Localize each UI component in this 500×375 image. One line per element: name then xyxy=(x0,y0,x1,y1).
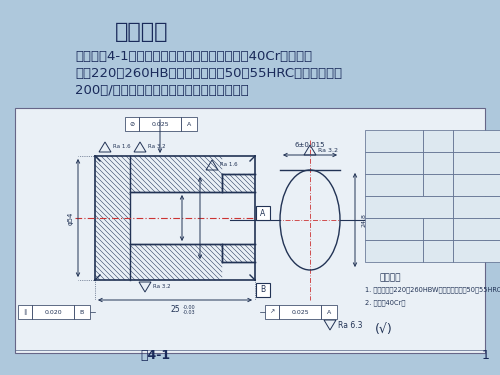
Bar xyxy=(74,305,90,319)
Text: Ra 6.3: Ra 6.3 xyxy=(338,321,362,330)
Text: 6±0.015: 6±0.015 xyxy=(295,142,325,148)
Text: 0: 0 xyxy=(191,220,196,224)
Bar xyxy=(130,192,255,244)
Text: B: B xyxy=(260,285,266,294)
Text: 24.8: 24.8 xyxy=(362,213,367,227)
Text: A: A xyxy=(260,209,266,218)
Bar xyxy=(453,174,500,196)
Bar xyxy=(423,174,453,196)
Text: -0.135: -0.135 xyxy=(487,246,500,250)
Text: m: m xyxy=(434,136,442,146)
Text: ⊘: ⊘ xyxy=(130,122,134,126)
Text: z: z xyxy=(436,159,440,168)
Text: Ra 3.2: Ra 3.2 xyxy=(153,285,170,290)
Bar xyxy=(453,218,500,240)
Text: φ54: φ54 xyxy=(68,211,74,225)
Text: +0.1: +0.1 xyxy=(368,206,373,218)
Text: 图4-1: 图4-1 xyxy=(140,349,170,362)
Text: 0.020: 0.020 xyxy=(44,309,62,315)
Text: 3: 3 xyxy=(476,136,482,146)
Text: 25: 25 xyxy=(170,305,180,314)
Bar xyxy=(181,117,197,131)
Text: -0.074: -0.074 xyxy=(209,214,214,230)
Bar xyxy=(279,305,321,319)
Bar xyxy=(365,196,453,218)
Text: (√): (√) xyxy=(375,324,393,336)
Text: 模数: 模数 xyxy=(390,136,398,146)
Bar xyxy=(365,130,423,152)
Bar xyxy=(365,218,423,240)
Text: 0.025: 0.025 xyxy=(151,122,169,126)
Text: 22.90: 22.90 xyxy=(468,246,490,255)
Bar xyxy=(453,196,500,218)
Text: +0.021: +0.021 xyxy=(191,205,196,223)
Text: φ22: φ22 xyxy=(185,204,190,216)
Bar xyxy=(423,240,453,262)
Bar xyxy=(453,240,500,262)
Text: -0.00: -0.00 xyxy=(183,305,196,310)
Text: 公法线长度: 公法线长度 xyxy=(382,246,406,255)
Bar xyxy=(265,305,279,319)
Text: k: k xyxy=(436,225,440,234)
Text: 课题引入: 课题引入 xyxy=(115,22,168,42)
Text: -0.03: -0.03 xyxy=(183,310,196,315)
Text: 1: 1 xyxy=(482,349,490,362)
Text: B: B xyxy=(80,309,84,315)
Bar xyxy=(321,305,337,319)
Text: 压力角: 压力角 xyxy=(387,180,401,189)
Bar xyxy=(365,152,423,174)
Text: A: A xyxy=(187,122,191,126)
Text: 生产如图4-1所示主动齿轮，该主动齿轮材料为40Cr，热处理: 生产如图4-1所示主动齿轮，该主动齿轮材料为40Cr，热处理 xyxy=(75,50,312,63)
Text: 0: 0 xyxy=(368,220,373,224)
Bar xyxy=(32,305,74,319)
Text: 20°: 20° xyxy=(472,180,486,189)
Text: 调质220～260HB、齿部表面淬火50～55HRC。生产纲领为: 调质220～260HB、齿部表面淬火50～55HRC。生产纲领为 xyxy=(75,67,342,80)
Bar xyxy=(453,130,500,152)
Bar xyxy=(256,283,270,297)
Text: A: A xyxy=(327,309,331,315)
Text: ↗: ↗ xyxy=(270,309,274,315)
Text: 1. 热处理调质220～260HBW，齿部表面淬火50～55HRC。: 1. 热处理调质220～260HBW，齿部表面淬火50～55HRC。 xyxy=(365,286,500,292)
Text: Ra 1.6: Ra 1.6 xyxy=(220,162,238,168)
Text: φ60: φ60 xyxy=(203,204,208,216)
Text: 齿数: 齿数 xyxy=(390,159,398,168)
Bar xyxy=(423,130,453,152)
Bar xyxy=(256,206,270,220)
Text: 0: 0 xyxy=(209,212,214,216)
Text: -0.351: -0.351 xyxy=(487,252,500,258)
Text: α: α xyxy=(436,180,440,189)
Bar xyxy=(125,117,139,131)
Text: 22.90: 22.90 xyxy=(468,246,490,255)
Text: 技术要求: 技术要求 xyxy=(380,273,401,282)
Text: 0.025: 0.025 xyxy=(291,309,309,315)
Bar xyxy=(365,240,423,262)
Bar xyxy=(15,108,485,353)
Bar xyxy=(423,218,453,240)
Text: 18: 18 xyxy=(474,159,484,168)
Text: 精度等级: 精度等级 xyxy=(400,202,418,211)
Text: Ra 1.6: Ra 1.6 xyxy=(113,144,130,150)
Text: 3: 3 xyxy=(476,225,482,234)
Bar xyxy=(139,117,181,131)
Text: Ra 3.2: Ra 3.2 xyxy=(318,147,338,153)
Text: 7FL: 7FL xyxy=(472,202,486,211)
Text: ∥: ∥ xyxy=(24,309,26,315)
Text: Wk: Wk xyxy=(432,246,444,255)
Bar xyxy=(453,152,500,174)
Text: 200件/年，为该零件制定机械加工工艺规程。: 200件/年，为该零件制定机械加工工艺规程。 xyxy=(75,84,249,97)
Text: 跨齿数: 跨齿数 xyxy=(387,225,401,234)
Text: Ra 3.2: Ra 3.2 xyxy=(148,144,166,150)
Text: 2. 材料：40Cr。: 2. 材料：40Cr。 xyxy=(365,299,406,306)
Bar xyxy=(18,305,32,319)
Bar xyxy=(423,152,453,174)
Bar xyxy=(365,174,423,196)
